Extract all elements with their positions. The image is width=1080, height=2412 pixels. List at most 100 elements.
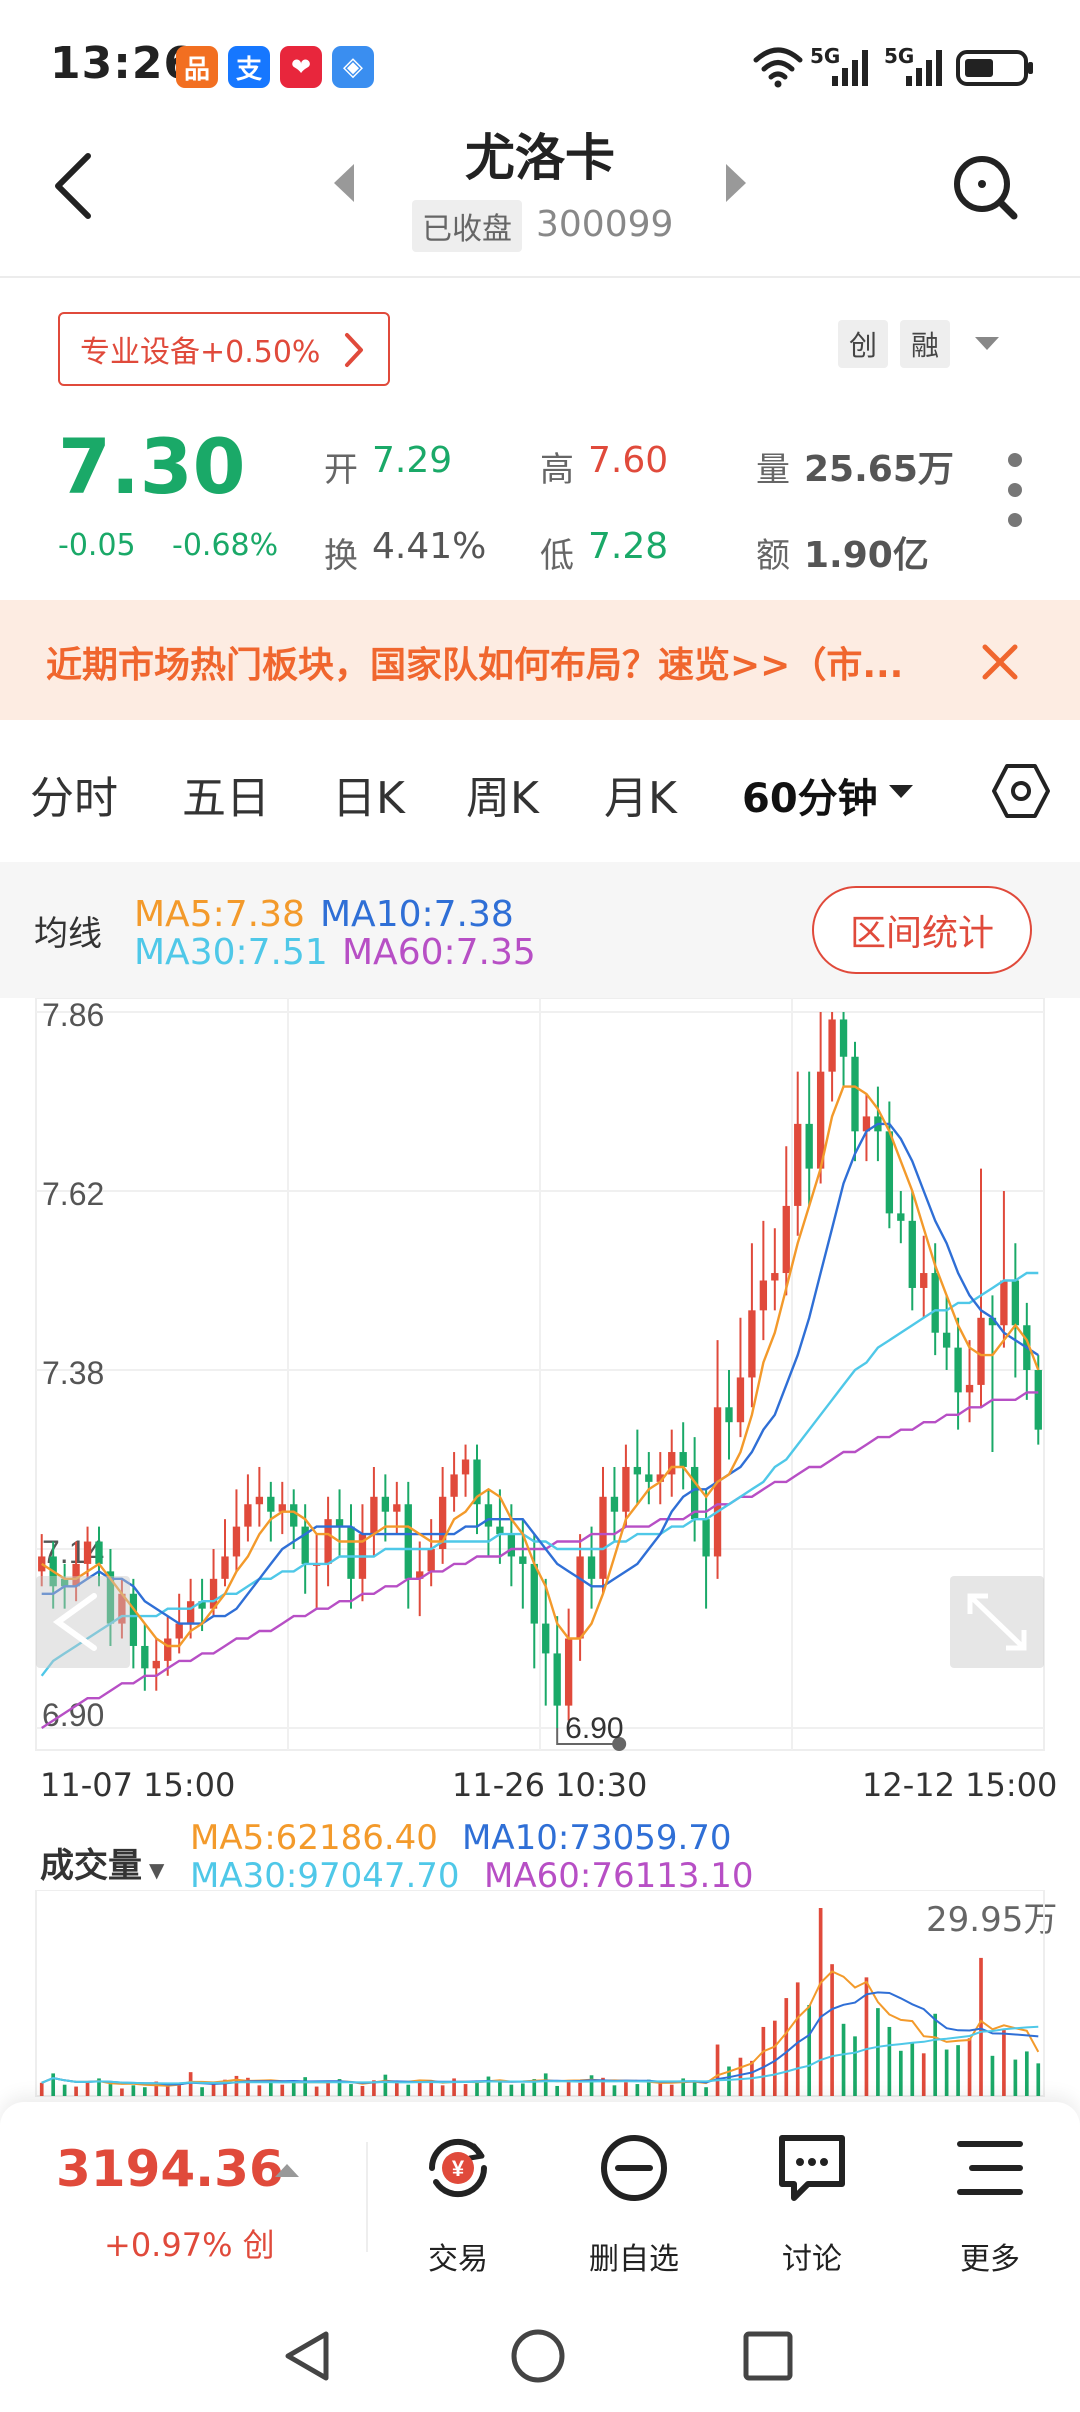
- candle-body: [106, 1571, 115, 1624]
- bottom-action-bar: 3194.36 +0.97% 创 ¥ 交易 删自选: [0, 2102, 1080, 2298]
- volume-bar: [268, 2082, 273, 2096]
- volume-bar: [818, 1908, 823, 2096]
- candle-body: [897, 1213, 905, 1221]
- volume-bar: [898, 2050, 903, 2096]
- fullscreen-icon[interactable]: [950, 1576, 1044, 1668]
- menu-icon: [957, 2141, 1023, 2195]
- range-stats-button[interactable]: 区间统计: [812, 886, 1032, 974]
- header-divider: [0, 276, 1080, 278]
- sector-button[interactable]: 专业设备+0.50%: [58, 312, 390, 386]
- tab-monthly-k[interactable]: 月K: [604, 773, 677, 824]
- kline-chart[interactable]: 7.867.627.387.146.90 6.90: [0, 998, 1080, 1758]
- y-tick-label: 7.38: [42, 1355, 104, 1391]
- more-vertical-icon[interactable]: [1000, 450, 1030, 530]
- volume-bar: [326, 2082, 330, 2096]
- nav-home-icon[interactable]: [510, 2328, 566, 2384]
- tab-weekly-k[interactable]: 周K: [466, 773, 539, 824]
- promo-banner[interactable]: 近期市场热门板块，国家队如何布局？速览>>（市...: [0, 600, 1080, 720]
- nav-back-icon[interactable]: [280, 2328, 334, 2384]
- status-bar: 13:26 品 支 ❤ ◈ 5G 5G: [0, 0, 1080, 130]
- candle-body: [839, 1019, 848, 1057]
- ma10-label: MA10:7.38: [320, 894, 514, 935]
- candle-body: [702, 1519, 710, 1557]
- volume-bar: [1013, 2059, 1018, 2096]
- tab-dropdown-icon[interactable]: [886, 782, 916, 802]
- volume-title[interactable]: 成交量 ▼: [40, 1846, 165, 1886]
- candle-body: [942, 1332, 951, 1348]
- chat-bubble-icon: [779, 2135, 845, 2201]
- candle-body: [736, 1377, 745, 1423]
- volume-bar: [246, 2077, 250, 2096]
- candle-body: [610, 1496, 619, 1512]
- volume-bar: [509, 2084, 514, 2096]
- chart-scroll-left-icon[interactable]: [36, 1576, 130, 1668]
- volume-bar: [349, 2084, 353, 2096]
- x-tick-start: 11-07 15:00: [40, 1766, 236, 1804]
- chevron-down-icon[interactable]: [972, 334, 1002, 354]
- candle-body: [622, 1466, 630, 1512]
- volume-bar: [738, 2057, 743, 2096]
- ma5-line: [41, 1085, 1040, 1648]
- candle-body: [564, 1638, 573, 1706]
- discuss-button[interactable]: 讨论: [742, 2128, 882, 2278]
- candle-body: [83, 1541, 92, 1564]
- candle-body: [164, 1638, 172, 1661]
- next-stock-icon[interactable]: [722, 160, 752, 206]
- volume-bar: [97, 2078, 101, 2096]
- volume-chart[interactable]: [0, 1890, 1080, 2102]
- tab-intraday[interactable]: 分时: [30, 773, 118, 824]
- ma30-label: MA30:7.51: [134, 932, 328, 973]
- volume-value: 25.65万: [804, 449, 954, 490]
- chart-settings-icon[interactable]: [990, 760, 1052, 822]
- volume-bar: [39, 2082, 44, 2096]
- volume-bar: [486, 2076, 491, 2096]
- volume-bar: [669, 2084, 674, 2096]
- volume-bar: [601, 2077, 605, 2096]
- nav-recents-icon[interactable]: [742, 2330, 794, 2382]
- search-icon[interactable]: [950, 152, 1022, 224]
- more-button[interactable]: 更多: [920, 2128, 1060, 2278]
- ma60-label: MA60:7.35: [342, 932, 536, 973]
- volume-bar: [314, 2086, 319, 2096]
- remove-watchlist-button[interactable]: 删自选: [564, 2128, 704, 2278]
- candle-body: [954, 1347, 962, 1393]
- volume-bar: [142, 2087, 147, 2096]
- close-icon[interactable]: [980, 642, 1020, 682]
- vol-ma10-label: MA10:73059.70: [462, 1818, 732, 1858]
- trade-button[interactable]: ¥ 交易: [388, 2128, 528, 2278]
- low-label: 低: [540, 536, 574, 576]
- volume-bar: [646, 2079, 651, 2096]
- candle-body: [141, 1645, 149, 1669]
- low-marker-label: 6.90: [565, 1712, 623, 1745]
- back-icon[interactable]: [48, 150, 98, 222]
- y-tick-label: 7.86: [42, 998, 104, 1033]
- volume-bar: [475, 2082, 479, 2096]
- candle-body: [198, 1601, 206, 1609]
- tab-five-day[interactable]: 五日: [182, 773, 270, 824]
- app-icon-shop: 品: [176, 46, 218, 88]
- candle-body: [920, 1273, 928, 1288]
- volume-bar: [452, 2078, 456, 2096]
- volume-bar: [635, 2084, 640, 2096]
- candle-body: [404, 1504, 412, 1579]
- candle-body: [232, 1526, 241, 1557]
- candle-body: [576, 1556, 584, 1639]
- stock-name: 尤洛卡: [465, 129, 615, 187]
- bottom-separator: [366, 2142, 368, 2252]
- candle-body: [794, 1123, 802, 1206]
- more-label: 更多: [960, 2242, 1020, 2277]
- candle-body: [519, 1556, 527, 1564]
- tab-60min[interactable]: 60分钟: [742, 776, 878, 822]
- volume-bar: [566, 2080, 571, 2096]
- network-1-label: 5G: [810, 44, 841, 68]
- tab-daily-k[interactable]: 日K: [332, 773, 405, 824]
- volume-bar: [589, 2075, 594, 2096]
- candle-body: [186, 1601, 195, 1624]
- candle-body: [335, 1519, 344, 1527]
- prev-stock-icon[interactable]: [328, 160, 358, 206]
- volume-frame: [35, 1890, 1045, 2097]
- candle-body: [496, 1526, 504, 1535]
- candle-body: [484, 1504, 493, 1527]
- volume-bar: [383, 2074, 388, 2096]
- volume-bar: [612, 2085, 617, 2096]
